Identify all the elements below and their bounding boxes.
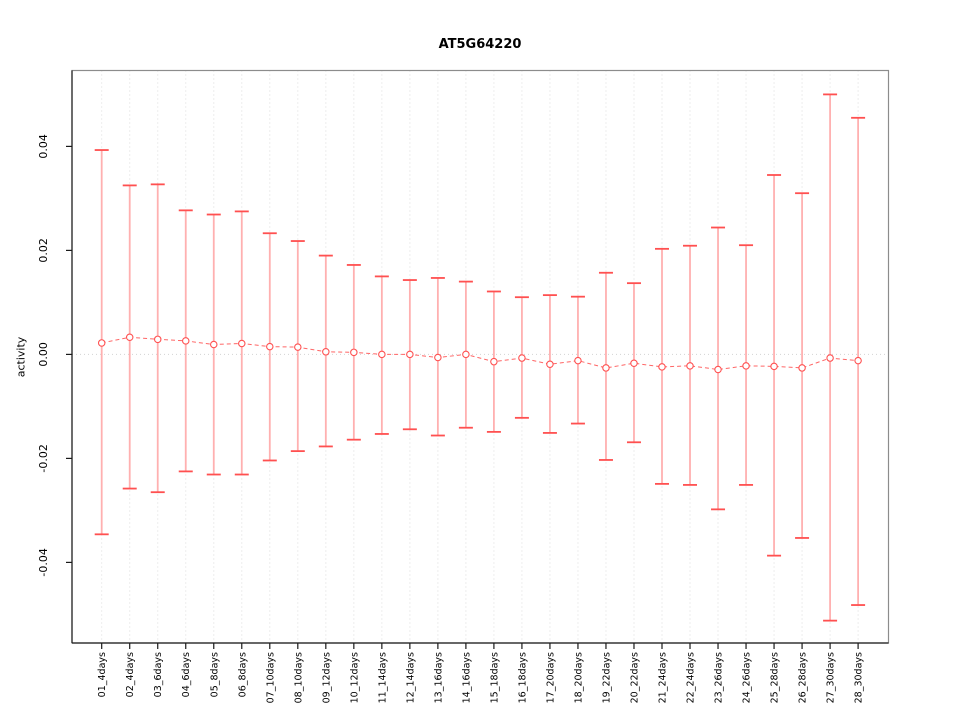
x-tick-label: 03_6days bbox=[153, 652, 164, 697]
x-tick-label: 17_20days bbox=[545, 652, 556, 703]
x-tick-label: 13_16days bbox=[433, 652, 444, 703]
x-tick-label: 08_10days bbox=[293, 652, 304, 703]
y-axis: -0.04 -0.02 0.00 0.02 0.04 bbox=[37, 70, 73, 643]
x-tick-label: 22_24days bbox=[686, 652, 697, 703]
x-tick-label: 01_4days bbox=[97, 652, 108, 697]
data-points bbox=[97, 333, 862, 374]
x-axis: 01_4days 02_4days 03_6days 04_6days 05_8days… bbox=[72, 642, 889, 703]
x-tick-label: 23_26days bbox=[714, 652, 725, 703]
x-tick-label: 15_18days bbox=[489, 652, 500, 703]
error-bars bbox=[94, 93, 866, 622]
x-tick-label: 12_14days bbox=[405, 652, 416, 703]
series-line bbox=[101, 336, 859, 370]
x-tick-label: 18_20days bbox=[573, 652, 584, 703]
y-tick-label: -0.04 bbox=[37, 548, 50, 576]
y-axis-label: activity bbox=[14, 336, 28, 378]
x-tick-label: 26_28days bbox=[798, 652, 809, 703]
y-tick-label: 0.04 bbox=[37, 134, 50, 159]
y-tick-label: 0.02 bbox=[37, 238, 50, 263]
x-tick-label: 14_16days bbox=[461, 652, 472, 703]
x-tick-label: 09_12days bbox=[321, 652, 332, 703]
x-tick-label: 05_8days bbox=[209, 652, 220, 697]
gridlines bbox=[101, 70, 859, 643]
x-tick-label: 20_22days bbox=[629, 652, 640, 703]
x-tick-label: 10_12days bbox=[349, 652, 360, 703]
x-tick-label: 28_30days bbox=[854, 652, 865, 703]
x-tick-label: 06_8days bbox=[237, 652, 248, 697]
x-tick-label: 27_30days bbox=[826, 652, 837, 703]
x-tick-label: 07_10days bbox=[265, 652, 276, 703]
plot-frame bbox=[71, 69, 890, 644]
x-tick-label: 11_14days bbox=[377, 652, 388, 703]
x-tick-label: 16_18days bbox=[517, 652, 528, 703]
x-tick-label: 21_24days bbox=[657, 652, 668, 703]
chart-title: AT5G64220 bbox=[438, 37, 522, 52]
x-tick-label: 02_4days bbox=[125, 652, 136, 697]
y-tick-label: 0.00 bbox=[37, 342, 50, 367]
x-tick-label: 19_22days bbox=[601, 652, 612, 703]
x-tick-label: 25_28days bbox=[770, 652, 781, 703]
y-tick-label: -0.02 bbox=[37, 444, 50, 472]
x-tick-label: 24_26days bbox=[742, 652, 753, 703]
x-tick-label: 04_6days bbox=[181, 652, 192, 697]
